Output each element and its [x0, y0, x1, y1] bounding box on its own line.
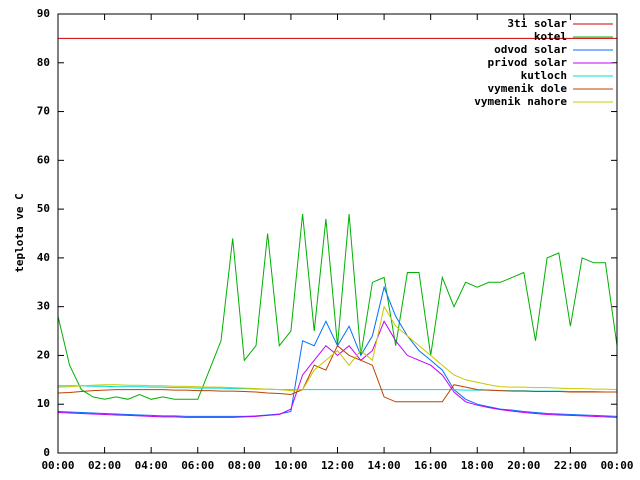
x-tick-label: 00:00: [41, 459, 74, 472]
legend-label: vymenik dole: [488, 82, 568, 95]
y-tick-label: 40: [37, 251, 50, 264]
y-tick-label: 10: [37, 397, 50, 410]
x-tick-label: 12:00: [321, 459, 354, 472]
y-tick-label: 20: [37, 348, 50, 361]
x-tick-label: 08:00: [228, 459, 261, 472]
y-tick-label: 60: [37, 153, 50, 166]
y-tick-label: 80: [37, 56, 50, 69]
y-tick-label: 70: [37, 105, 50, 118]
x-tick-label: 20:00: [507, 459, 540, 472]
y-tick-label: 90: [37, 7, 50, 20]
x-tick-label: 10:00: [274, 459, 307, 472]
legend-label: kutloch: [521, 69, 567, 82]
y-tick-label: 50: [37, 202, 50, 215]
legend-label: vymenik nahore: [474, 95, 567, 108]
x-tick-label: 00:00: [600, 459, 633, 472]
series-line: [57, 344, 617, 403]
x-tick-label: 06:00: [181, 459, 214, 472]
x-tick-label: 04:00: [135, 459, 168, 472]
series-line: [57, 320, 618, 418]
series-line: [57, 305, 618, 392]
x-tick-label: 14:00: [368, 459, 401, 472]
legend-label: kotel: [534, 30, 567, 43]
x-tick-label: 18:00: [461, 459, 494, 472]
y-tick-label: 0: [43, 446, 50, 459]
legend-label: privod solar: [488, 56, 568, 69]
legend-label: 3ti solar: [507, 17, 567, 30]
plot-frame: [57, 13, 618, 454]
y-axis-label: teplota ve C: [13, 193, 26, 272]
legend-label: odvod solar: [494, 43, 567, 56]
x-tick-label: 02:00: [88, 459, 121, 472]
x-tick-label: 16:00: [414, 459, 447, 472]
y-tick-label: 30: [37, 300, 50, 313]
x-tick-label: 22:00: [554, 459, 587, 472]
